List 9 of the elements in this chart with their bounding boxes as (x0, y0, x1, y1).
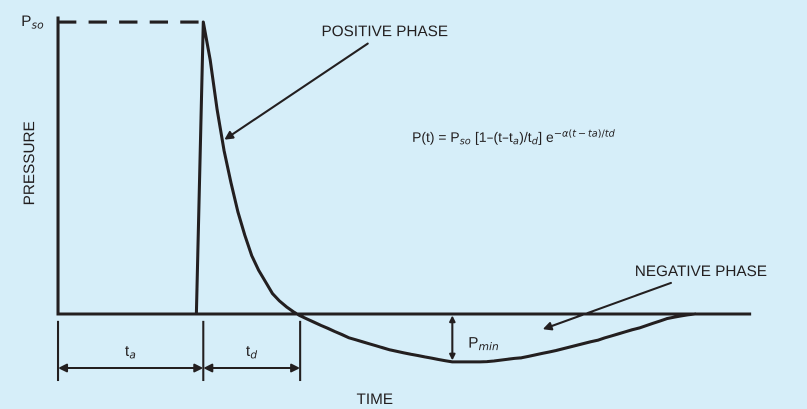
annotation: NEGATIVE PHASE (636, 265, 766, 276)
annotation: POSITIVE PHASE (322, 25, 448, 36)
annotation: t$_{a}$ (125, 346, 136, 359)
annotation: t$_{d}$ (246, 346, 258, 359)
x-axis-title: TIME (356, 394, 392, 404)
ref-line-label: P$_{so}$ (22, 15, 44, 29)
annotation: P(t) = P$_{so}$ [1–(t–t$_{a}$)/t$_{d}$] e$^{−α(t−ta)/td}$ (413, 129, 615, 145)
y-axis-title: PRESSURE (23, 122, 34, 204)
annotation: P$_{min}$ (469, 337, 498, 350)
